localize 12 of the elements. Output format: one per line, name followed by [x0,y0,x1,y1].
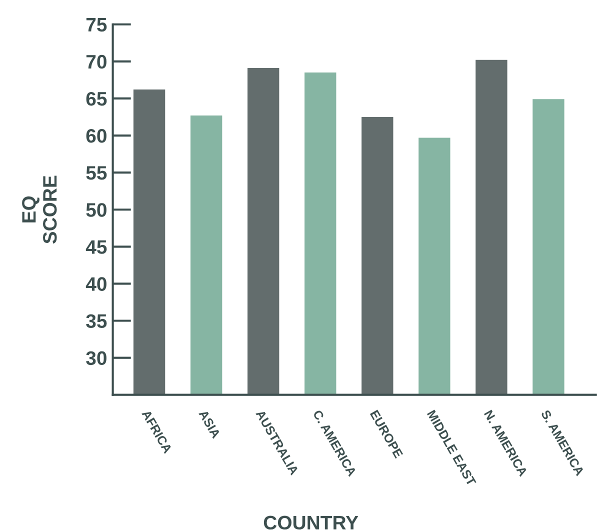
y-tick-label: 65 [86,92,107,106]
y-axis-title: EQ SCORE [22,176,57,244]
y-tick-label: 50 [86,203,106,217]
y-tick-label: 35 [86,314,107,328]
y-tick-label: 45 [86,240,107,254]
y-tick-label: 40 [86,277,106,291]
y-tick-label: 60 [86,128,106,143]
x-axis-title: COUNTRY [264,516,358,530]
y-tick-label: 75 [86,18,107,32]
y-tick-label: 30 [86,351,106,366]
y-tick-label: 70 [86,54,106,69]
y-tick-label: 55 [86,166,107,180]
